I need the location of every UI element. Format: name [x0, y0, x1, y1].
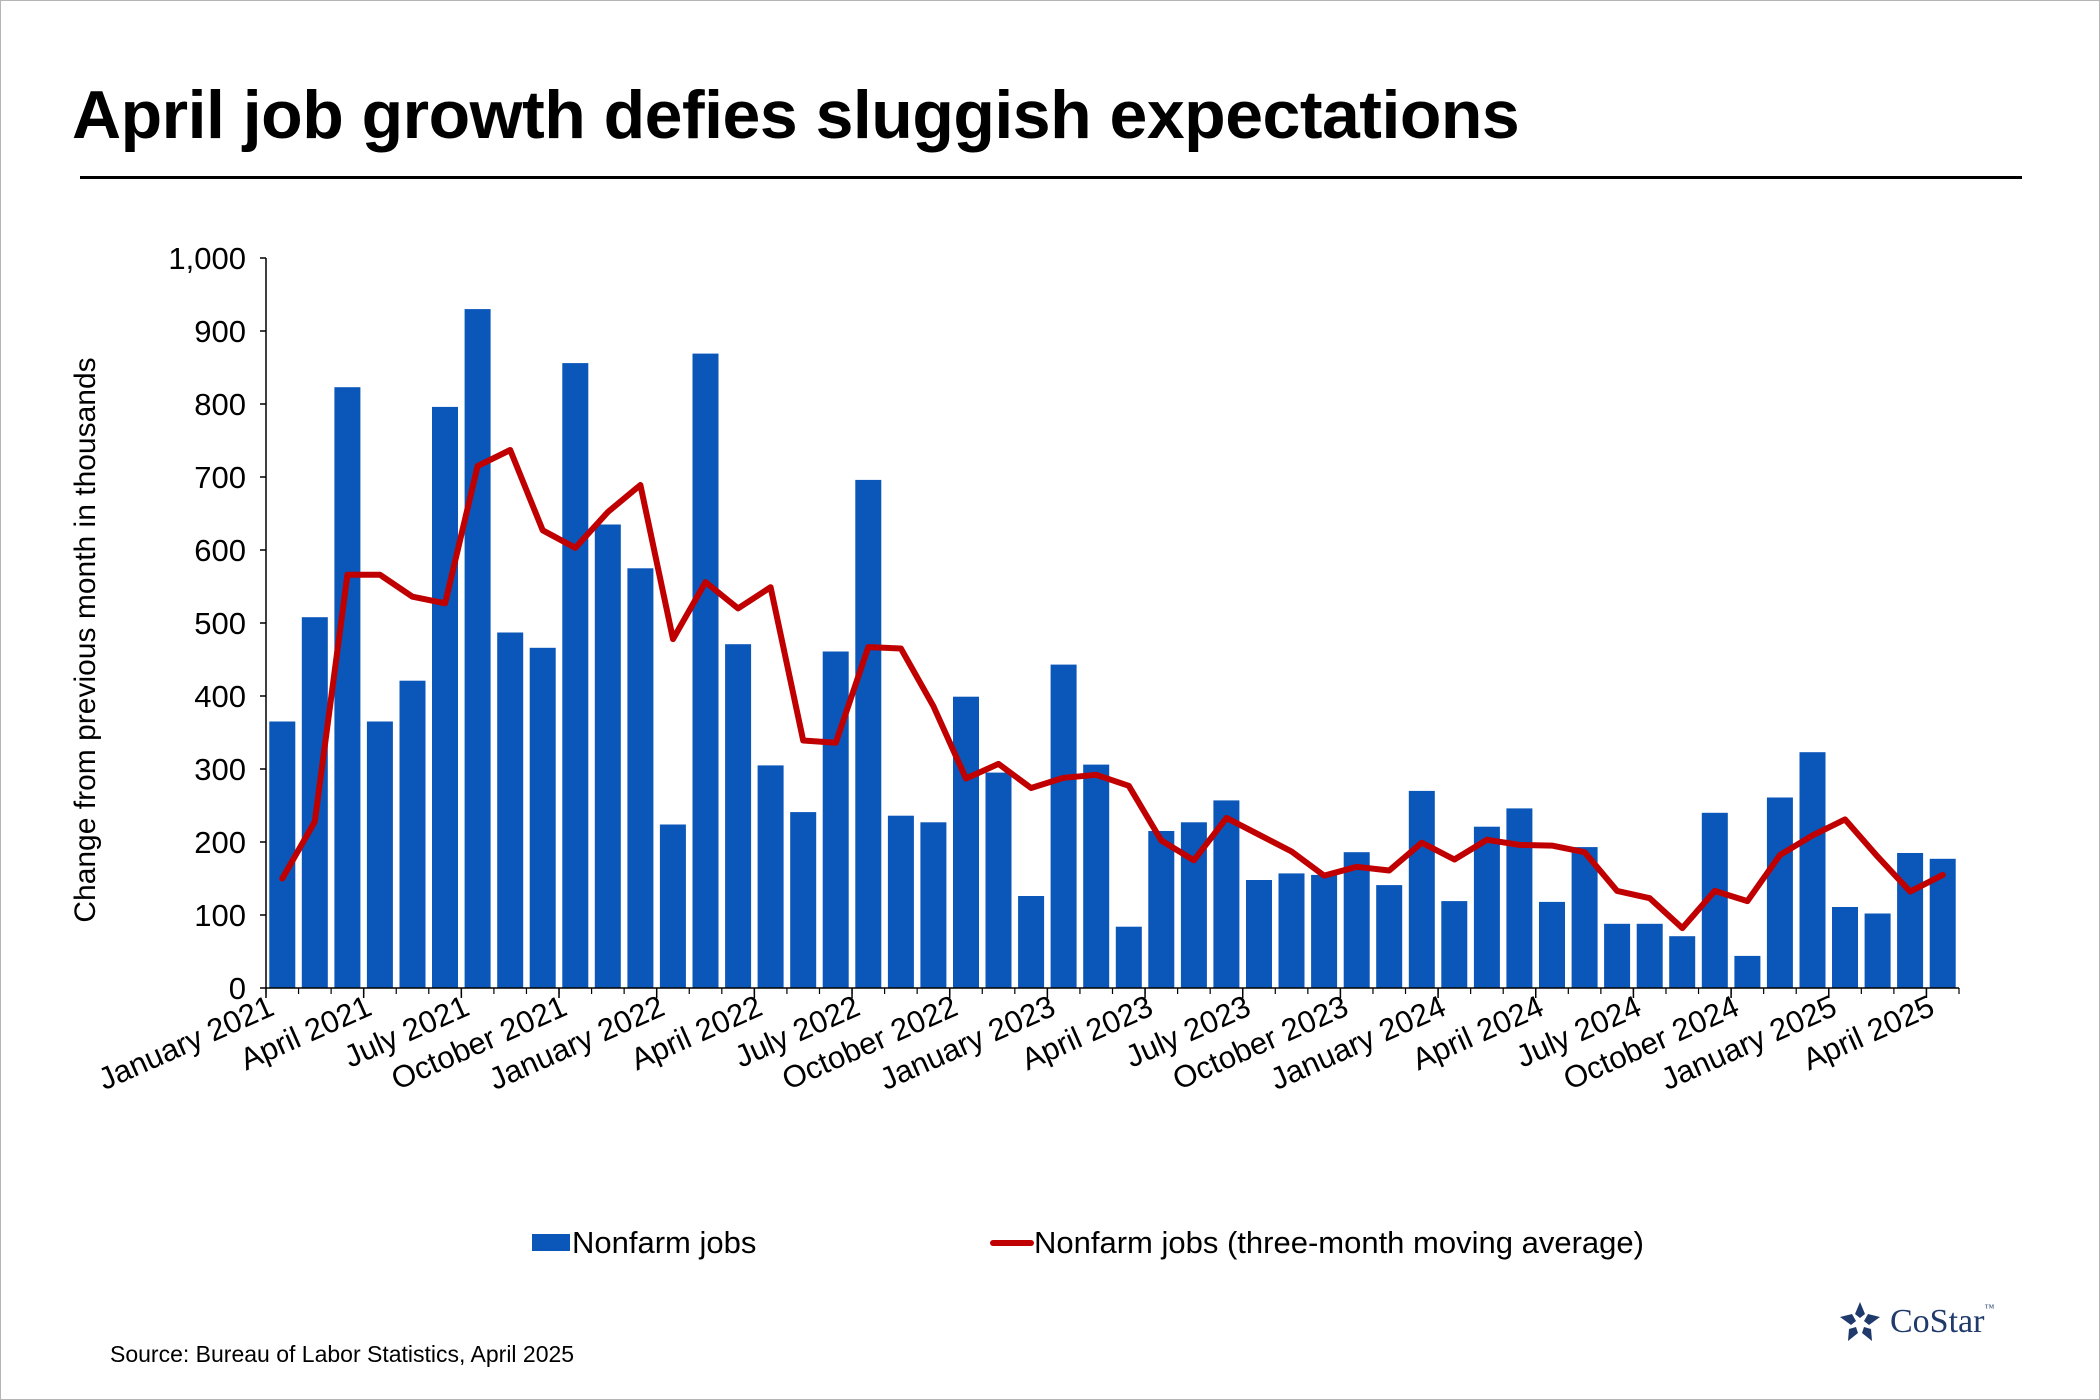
y-tick-label: 800	[194, 387, 246, 422]
bar	[1897, 853, 1924, 988]
costar-star-icon	[1840, 1302, 1880, 1341]
y-tick-label: 200	[194, 825, 246, 860]
y-tick-label: 900	[194, 314, 246, 349]
bar	[1506, 808, 1533, 988]
legend: Nonfarm jobs Nonfarm jobs (three-month m…	[532, 1225, 1644, 1260]
bar	[497, 632, 524, 988]
bar	[1376, 885, 1403, 988]
bar	[1473, 826, 1500, 988]
y-tick-label: 600	[194, 533, 246, 568]
title-divider	[80, 176, 2022, 179]
bar	[1246, 880, 1272, 988]
bar	[464, 309, 491, 989]
bar	[269, 721, 296, 988]
bar	[1148, 831, 1175, 988]
legend-bar-label: Nonfarm jobs	[572, 1225, 756, 1260]
bar	[432, 406, 458, 988]
bar	[953, 696, 979, 988]
bar	[399, 680, 426, 988]
bar	[1571, 847, 1598, 988]
bar	[757, 765, 784, 988]
y-axis-label: Change from previous month in thousands	[69, 357, 102, 922]
axes	[260, 257, 1960, 998]
y-tick-label: 700	[194, 460, 246, 495]
bar	[1734, 955, 1761, 988]
costar-wordmark: CoStar™	[1890, 1303, 1995, 1340]
bar	[594, 524, 621, 988]
y-tick-label: 100	[194, 898, 246, 933]
bar	[1604, 923, 1631, 988]
bar	[1636, 923, 1663, 988]
y-tick-label: 0	[229, 971, 246, 1006]
bar	[1669, 936, 1696, 988]
bar	[1083, 764, 1110, 988]
bar	[855, 479, 882, 988]
bar	[659, 824, 686, 988]
bar	[1408, 790, 1435, 988]
y-tick-label: 1,000	[168, 241, 246, 276]
bar	[1115, 926, 1142, 988]
legend-bar-swatch	[532, 1234, 570, 1251]
bar	[1832, 907, 1858, 988]
bar	[562, 363, 589, 989]
bar	[1311, 874, 1338, 988]
bar	[920, 822, 947, 988]
y-tick-label: 400	[194, 679, 246, 714]
bar	[1050, 664, 1077, 988]
bar	[366, 721, 393, 988]
bar	[692, 353, 719, 989]
y-tick-label: 500	[194, 606, 246, 641]
bar	[822, 651, 849, 988]
bar	[887, 815, 914, 988]
bar	[725, 644, 752, 988]
bar	[1799, 752, 1826, 988]
legend-line-label: Nonfarm jobs (three-month moving average…	[1034, 1225, 1644, 1260]
moving-average-line	[279, 447, 1946, 932]
bar	[985, 772, 1012, 988]
costar-logo: CoStar™	[1838, 1300, 1994, 1344]
bar	[790, 812, 817, 988]
bar	[1441, 901, 1468, 988]
bar	[334, 387, 361, 988]
y-tick-label: 300	[194, 752, 246, 787]
bar	[1766, 797, 1793, 988]
source-note: Source: Bureau of Labor Statistics, Apri…	[110, 1341, 575, 1367]
bar	[1018, 896, 1045, 988]
bar	[1278, 873, 1305, 988]
chart-title: April job growth defies sluggish expecta…	[72, 77, 1520, 153]
bar	[1864, 913, 1891, 988]
bar	[1539, 901, 1565, 988]
bar	[529, 647, 556, 988]
bar-series	[269, 309, 1956, 989]
bar	[627, 568, 654, 989]
bar	[1343, 852, 1370, 988]
